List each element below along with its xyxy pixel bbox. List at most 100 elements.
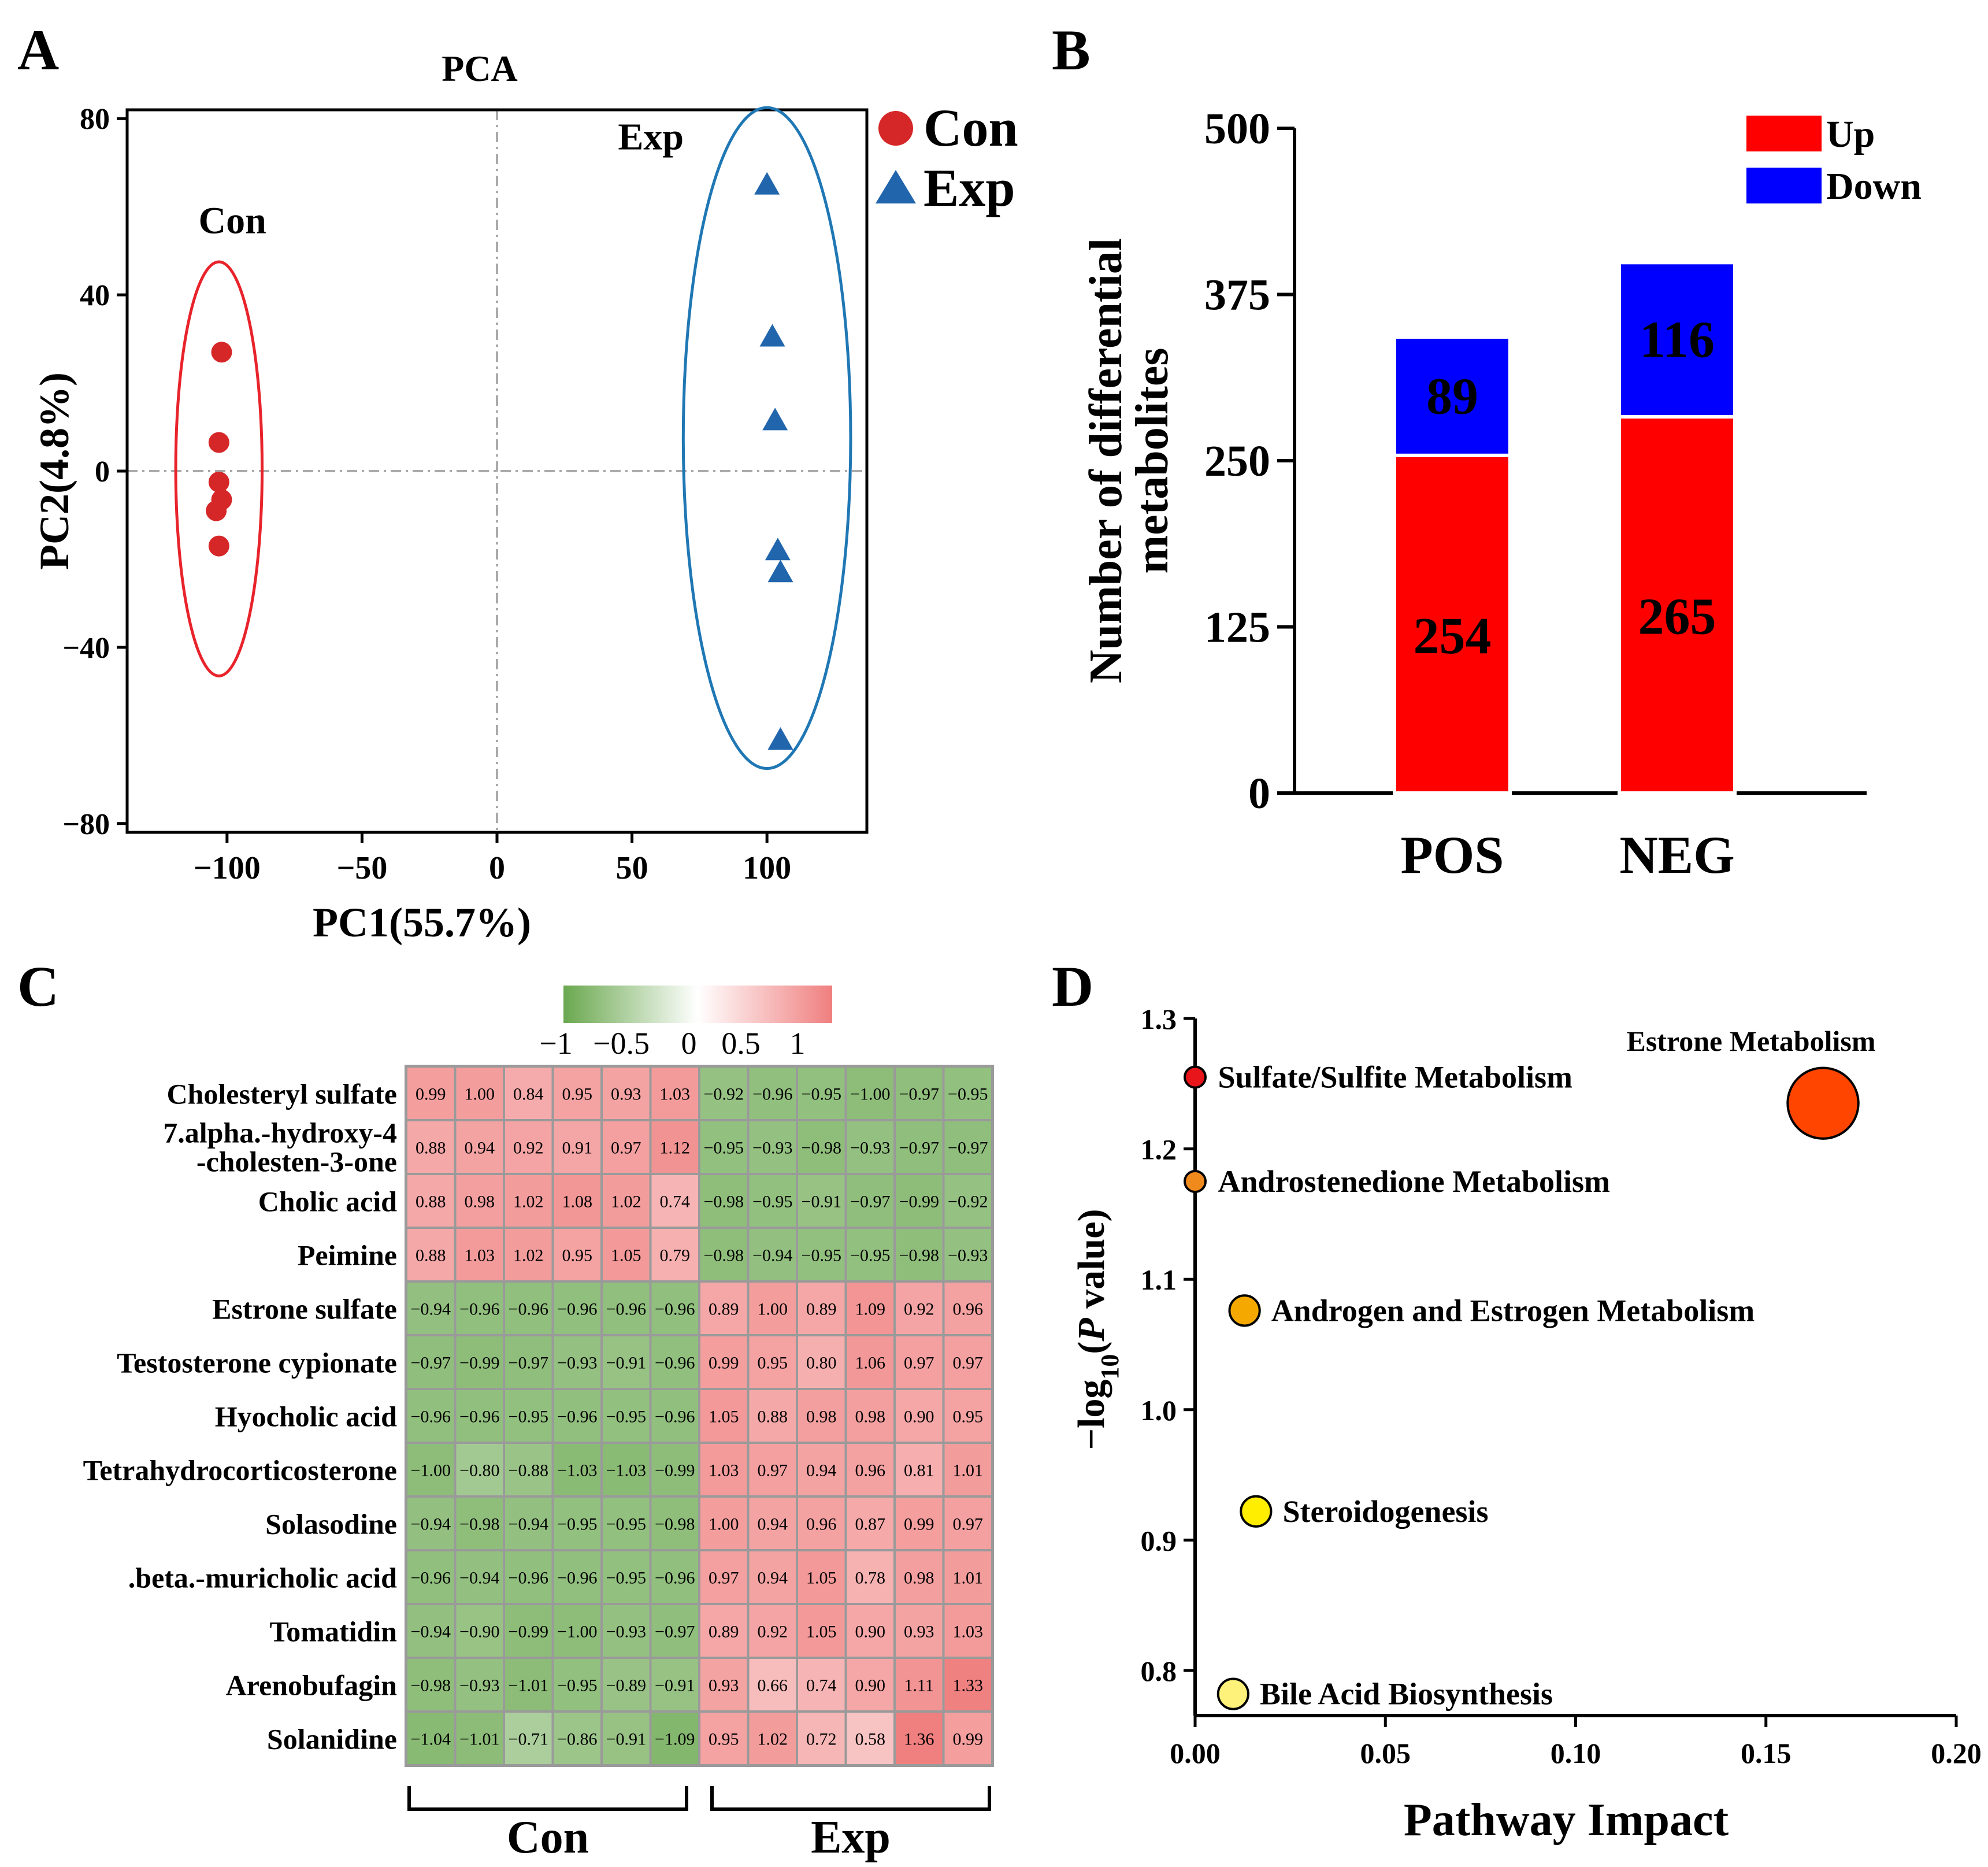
heatmap-cell: [600, 1442, 652, 1498]
bubble: [1228, 1294, 1261, 1327]
heatmap-cell-value: 0.92: [513, 1139, 544, 1158]
x-tick-label: 0.15: [1741, 1737, 1792, 1769]
heatmap-cell-value: −1.01: [509, 1676, 548, 1695]
heatmap-cell: [893, 1334, 945, 1390]
y-tick-label: 1.1: [1141, 1264, 1177, 1296]
heatmap-cell: [893, 1227, 945, 1283]
heatmap-cell-value: −1.00: [850, 1085, 890, 1104]
heatmap-cell: [844, 1657, 896, 1713]
heatmap-cell: [747, 1173, 798, 1229]
heatmap-cell: [698, 1603, 750, 1659]
heatmap-cell-value: 0.98: [465, 1192, 495, 1212]
heatmap-cell-value: −0.98: [802, 1139, 841, 1158]
heatmap-cell-value: 0.96: [806, 1515, 837, 1534]
row-label: Solanidine: [267, 1723, 397, 1755]
group-ellipse-exp: [681, 106, 852, 770]
heatmap-cell-value: −0.89: [606, 1676, 646, 1695]
x-tick-label: 0.20: [1931, 1737, 1982, 1769]
group-bracket-exp: [710, 1786, 991, 1811]
heatmap-cell-value: 1.05: [611, 1246, 641, 1265]
y-tick-label: 375: [1204, 271, 1270, 320]
bubble: [1184, 1065, 1207, 1089]
row-label: Estrone sulfate: [212, 1293, 397, 1325]
pca-title: PCA: [442, 48, 518, 89]
heatmap-cell: [503, 1495, 554, 1551]
heatmap-cell-value: −0.99: [509, 1622, 548, 1642]
legend-marker-con: [878, 111, 913, 146]
heatmap-cell-value: 0.92: [758, 1622, 788, 1642]
group-label-exp: Exp: [811, 1812, 891, 1863]
heatmap-cell-value: 0.89: [709, 1300, 739, 1319]
y-tick-label: 1.3: [1141, 1003, 1177, 1035]
heatmap-cell: [942, 1495, 993, 1551]
heatmap-cell-value: 0.96: [855, 1461, 886, 1480]
heatmap-cell: [747, 1710, 798, 1766]
heatmap-cell: [600, 1388, 652, 1444]
heatmap-cell-value: 0.90: [904, 1407, 934, 1427]
heatmap-cell: [503, 1280, 554, 1336]
heatmap-cell-value: −0.95: [606, 1407, 646, 1427]
heatmap-cell-value: 0.93: [709, 1676, 739, 1695]
heatmap-cell-value: −0.97: [899, 1085, 939, 1104]
heatmap-cell: [551, 1388, 603, 1444]
bubble-label: Bile Acid Biosynthesis: [1260, 1677, 1553, 1712]
colorbar-tick-label: 0.5: [721, 1026, 761, 1061]
x-tick-label: 50: [616, 850, 648, 886]
heatmap-cell: [600, 1119, 652, 1175]
heatmap-cell-value: 0.94: [465, 1139, 495, 1158]
heatmap-cell-value: 0.66: [758, 1676, 788, 1695]
heatmap-cell-value: −0.97: [948, 1139, 988, 1158]
heatmap-cell-value: −0.93: [459, 1676, 499, 1695]
heatmap-cell: [796, 1549, 847, 1605]
heatmap-cell-value: 0.95: [758, 1354, 788, 1373]
heatmap-cell-value: −0.98: [655, 1515, 695, 1534]
bar-down-pos: [1393, 335, 1512, 457]
heatmap-cell: [405, 1280, 457, 1336]
heatmap-cell-value: 1.09: [855, 1300, 886, 1319]
heatmap-cell-value: −0.96: [655, 1407, 695, 1427]
y-axis-label-line2: metabolites: [1127, 347, 1178, 573]
heatmap-cell-value: 0.93: [611, 1085, 641, 1104]
heatmap-cell: [649, 1173, 700, 1229]
bubble-label: Androgen and Estrogen Metabolism: [1271, 1293, 1755, 1328]
heatmap-cell-value: −0.97: [411, 1354, 451, 1373]
y-tick-label: −40: [62, 632, 110, 665]
heatmap-cell: [698, 1173, 750, 1229]
group-bracket-con: [407, 1786, 688, 1811]
heatmap-cell-value: 0.74: [806, 1676, 837, 1695]
heatmap-cell: [551, 1603, 603, 1659]
y-tick-label: 80: [80, 103, 110, 136]
panel-letter-d: D: [1052, 954, 1093, 1018]
heatmap-cell: [942, 1710, 993, 1766]
heatmap-cell-value: 0.96: [953, 1300, 984, 1319]
group-label-exp: Exp: [618, 116, 684, 158]
row-label: -cholesten-3-one: [196, 1146, 397, 1178]
heatmap-cell-value: 1.12: [660, 1139, 691, 1158]
heatmap-cell-value: −0.99: [655, 1461, 695, 1480]
heatmap-cell-value: −0.97: [655, 1622, 695, 1642]
heatmap-cell-value: 0.79: [660, 1246, 691, 1265]
heatmap-cell-value: 0.97: [758, 1461, 788, 1480]
heatmap-cell-value: 1.00: [465, 1085, 495, 1104]
bubble: [1216, 1677, 1249, 1710]
heatmap-cell-value: 0.99: [904, 1515, 934, 1534]
heatmap-cell: [649, 1495, 700, 1551]
heatmap-cell: [942, 1065, 993, 1121]
x-tick-label: 0.00: [1170, 1737, 1221, 1769]
heatmap-cell: [503, 1334, 554, 1390]
heatmap-cell: [796, 1495, 847, 1551]
heatmap-cell-value: 0.99: [953, 1730, 984, 1749]
heatmap-cell-value: −0.96: [411, 1569, 451, 1588]
row-label: Tomatidin: [270, 1616, 398, 1648]
bubble: [1786, 1066, 1860, 1140]
y-tick-label: 0: [95, 455, 110, 488]
group-label-con: Con: [507, 1812, 589, 1863]
heatmap-cell-value: −0.93: [557, 1354, 597, 1373]
data-point-con: [208, 432, 229, 453]
heatmap-cell-value: 1.00: [758, 1300, 788, 1319]
heatmap-cell-value: −0.93: [850, 1139, 890, 1158]
bar-down-neg: [1618, 261, 1737, 419]
heatmap-cell: [844, 1227, 896, 1283]
data-point-con: [208, 472, 229, 493]
heatmap-cell-value: 0.87: [855, 1515, 886, 1534]
